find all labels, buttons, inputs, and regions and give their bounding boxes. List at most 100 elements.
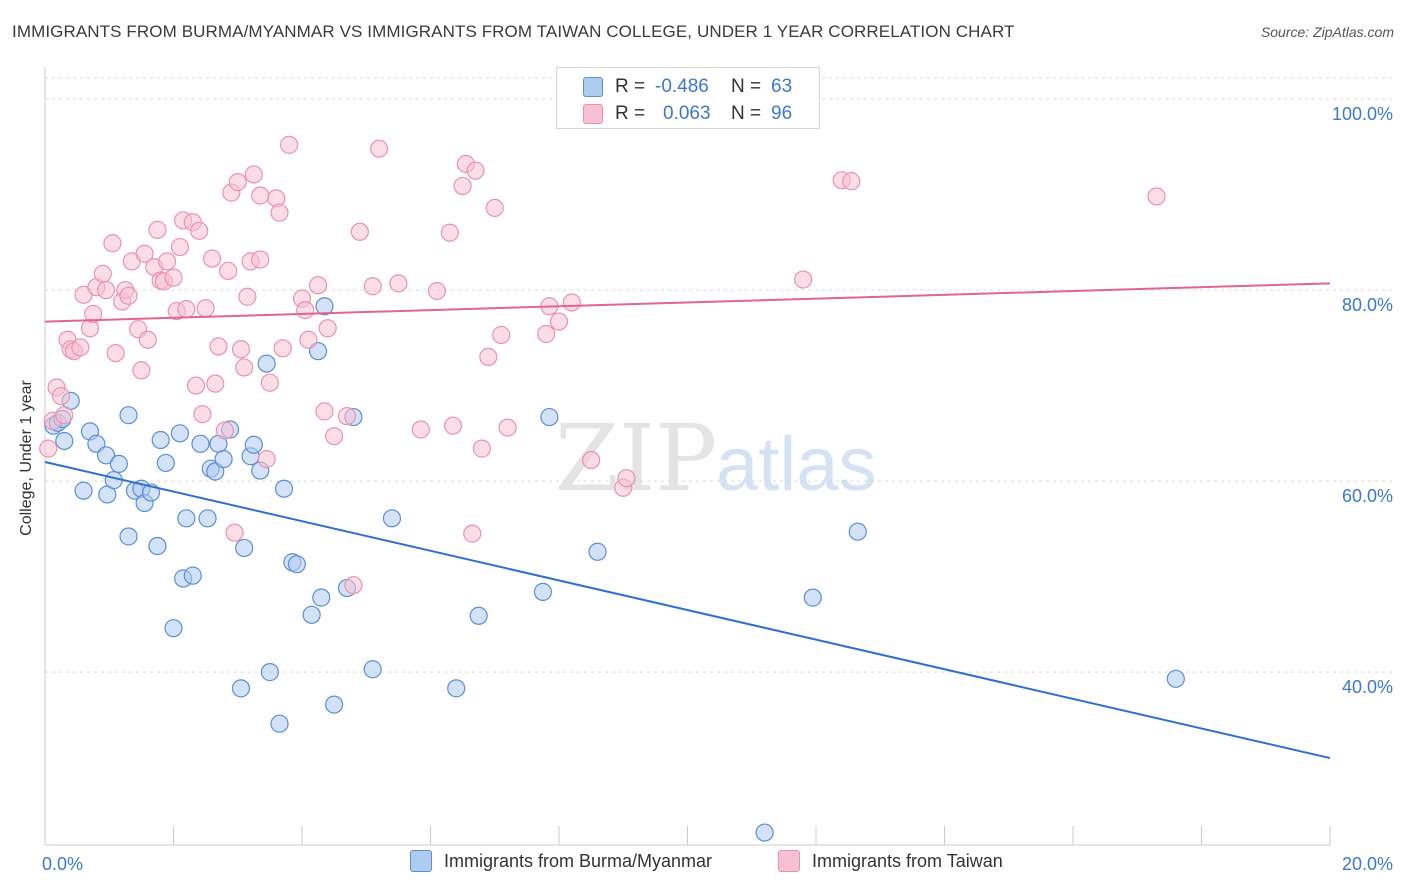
legend-item-burma: Immigrants from Burma/Myanmar [410,850,712,872]
source-label: Source: ZipAtlas.com [1260,24,1394,40]
data-point-taiwan [202,249,222,268]
legend-swatch-pink [583,104,603,124]
data-point-taiwan [135,244,154,263]
data-point-taiwan [325,427,344,446]
data-point-burma [164,619,183,638]
data-point-burma [206,462,225,481]
data-point-taiwan [1147,187,1166,206]
data-point-taiwan [315,402,334,421]
data-point-taiwan [177,300,196,319]
data-point-taiwan [170,237,190,257]
data-point-burma [148,536,167,556]
data-point-taiwan [308,276,328,295]
watermark: ZIP atlas [555,405,877,512]
data-point-taiwan [479,347,498,367]
data-point-burma [325,695,344,714]
data-point-taiwan [440,223,459,242]
data-point-taiwan [257,450,276,469]
legend-n-label: N = [731,103,762,124]
data-point-taiwan [296,301,315,320]
trend-line-taiwan [44,282,1331,323]
legend-n-value: 63 [771,76,793,97]
data-point-taiwan [138,330,157,349]
data-point-taiwan [119,286,138,305]
data-point-burma [257,354,276,373]
legend-row-burma: R = -0.486 N = 63 [557,74,792,100]
data-point-taiwan [498,418,517,437]
data-point-taiwan [190,221,209,240]
data-point-taiwan [370,139,389,158]
data-point-burma [198,509,217,528]
data-point-taiwan [273,339,292,358]
data-point-burma [244,435,263,454]
data-point-taiwan [842,172,861,191]
trend-lines [44,282,1331,760]
legend-r-label: R = [615,103,646,124]
legend-label-taiwan: Immigrants from Taiwan [812,850,1003,871]
data-point-taiwan [466,161,485,180]
data-point-taiwan [103,234,122,253]
data-point-burma [235,538,254,558]
x-tick-label: 0.0% [42,854,83,874]
data-point-taiwan [219,261,238,281]
data-point-taiwan [299,330,318,349]
data-point-taiwan [251,186,270,205]
data-point-taiwan [389,274,408,293]
data-point-taiwan [318,319,337,338]
data-point-burma [96,446,116,465]
data-point-burma [302,605,321,624]
data-point-burma [447,679,466,698]
data-point-taiwan [157,252,177,271]
series-legend: Immigrants from Burma/Myanmar Immigrants… [0,850,1406,878]
data-point-burma [274,479,294,498]
legend-label-burma: Immigrants from Burma/Myanmar [444,850,713,871]
data-point-burma [533,582,553,601]
data-point-burma [469,606,488,625]
data-point-taiwan [164,268,183,287]
trend-line-burma [44,461,1331,760]
data-point-burma [588,542,607,561]
data-point-taiwan [84,304,103,324]
data-point-taiwan [617,469,636,488]
data-point-taiwan [463,524,482,543]
legend-swatch-blue [583,77,603,97]
data-point-taiwan [238,287,257,306]
data-point-taiwan [106,343,125,363]
tick-labels: 40.0% 60.0% 80.0% 100.0% 0.0% 20.0% [42,104,1393,874]
data-point-taiwan [270,203,289,222]
data-point-taiwan [453,176,472,196]
data-point-taiwan [344,576,363,595]
legend-r-value: 0.063 [663,103,711,124]
data-point-taiwan [251,250,270,269]
data-point-taiwan [794,270,813,289]
data-point-taiwan [196,299,215,318]
data-point-burma [170,424,190,443]
data-point-taiwan [260,373,279,392]
data-point-taiwan [231,340,251,359]
data-point-taiwan [350,222,369,241]
watermark-zip: ZIP [555,405,717,512]
data-point-taiwan [472,439,491,458]
data-point-taiwan [96,280,116,300]
data-point-burma [382,509,402,528]
data-point-burma [55,431,74,451]
data-point-burma [1166,669,1185,688]
data-point-burma [363,660,382,679]
watermark-atlas: atlas [716,422,877,507]
legend-item-taiwan: Immigrants from Taiwan [778,850,1003,872]
data-point-burma [270,714,289,733]
data-point-taiwan [93,264,112,283]
data-point-taiwan [485,198,504,218]
x-tick-label: 20.0% [1342,854,1393,874]
data-point-taiwan [492,325,511,345]
data-point-burma [109,454,128,473]
series-taiwan-points [39,135,1166,595]
data-point-taiwan [55,406,74,425]
legend-r-label: R = [615,76,646,97]
data-point-taiwan [427,281,447,301]
data-point-taiwan [215,421,234,440]
data-point-burma [315,297,334,316]
data-point-taiwan [193,405,212,424]
chart-title: IMMIGRANTS FROM BURMA/MYANMAR VS IMMIGRA… [12,22,1015,41]
